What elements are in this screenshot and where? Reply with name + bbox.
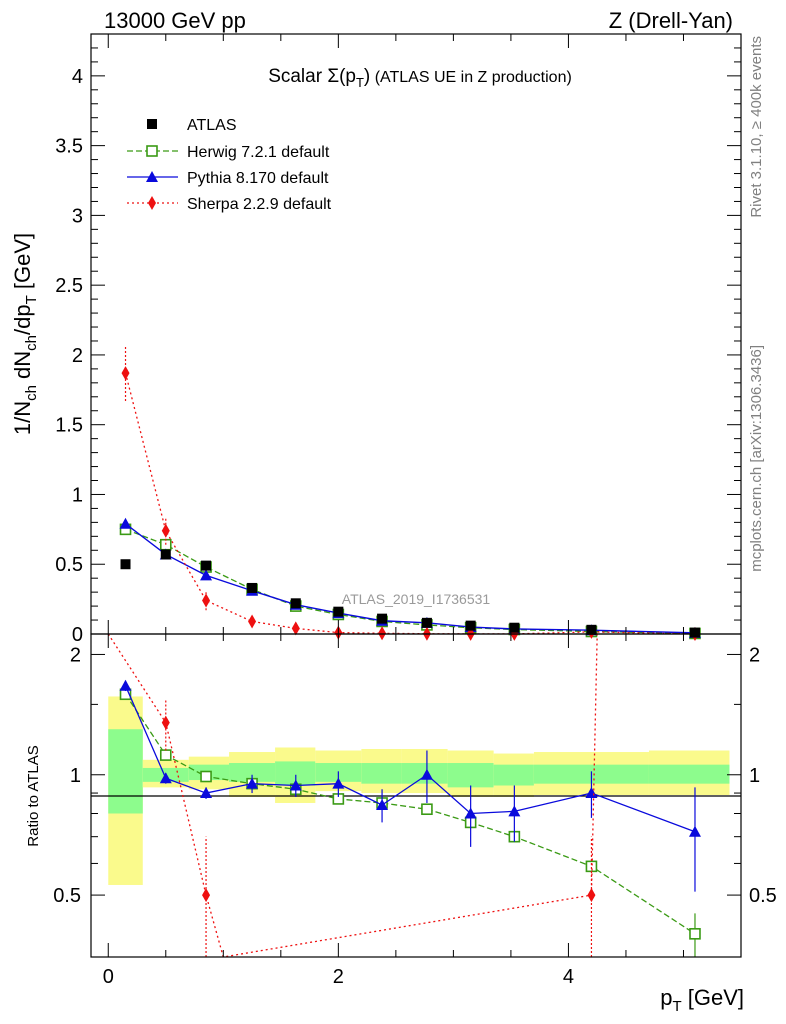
legend-sherpa-marker [148,196,156,210]
atlas-point [377,613,388,624]
main-y-tick-label: 3 [72,205,83,227]
sherpa-point [378,626,387,641]
atlas-point [120,559,131,570]
main-y-tick-label: 0 [72,624,83,646]
rivet-version-label: Rivet 3.1.10, ≥ 400k events [748,36,765,218]
ratio-sherpa-point [202,888,211,903]
process-label: Z (Drell-Yan) [609,8,733,33]
ratio-y-tick-label-right: 0.5 [749,885,777,907]
main-y-tick-label: 3.5 [55,136,83,158]
legend-sherpa-label: Sherpa 2.2.9 default [187,196,332,213]
ratio-y-tick-label: 1 [70,765,81,787]
atlas-point [333,606,344,617]
sherpa-point [248,614,257,629]
ratio-pythia-point [246,777,259,789]
legend: ATLAS Herwig 7.2.1 default Pythia 8.170 de… [127,117,332,213]
x-tick-label: 4 [563,966,574,988]
ratio-pythia-line [124,685,696,833]
collision-label: 13000 GeV pp [104,8,246,33]
sherpa-point [121,366,130,381]
plot-title: Scalar Σ(pT) (ATLAS UE in Z production) [268,66,572,90]
ratio-pythia-point [464,807,477,819]
herwig-line [125,528,695,635]
uncertainty-band-inner [493,764,534,786]
ratio-pythia-point [688,825,701,837]
atlas-point [160,549,171,560]
legend-herwig-label: Herwig 7.2.1 default [187,144,330,161]
ratio-pythia-point [420,768,433,780]
pythia-point [119,517,132,529]
atlas-point [465,620,476,631]
uncertainty-band-inner [229,763,276,782]
uncertainty-band-inner [447,763,494,788]
ratio-herwig-point [689,928,701,940]
ratio-pythia-point [585,787,598,799]
legend-pythia-label: Pythia 8.170 default [187,170,329,187]
main-y-tick-label: 1.5 [55,415,83,437]
legend-atlas-label: ATLAS [187,117,237,134]
analysis-watermark: ATLAS_2019_I1736531 [342,591,491,607]
main-y-tick-label: 2 [72,345,83,367]
atlas-point [290,598,301,609]
ratio-pythia-point [289,779,302,791]
uncertainty-band-inner [361,763,402,784]
ratio-pythia-point [376,799,389,811]
ratio-y-tick-label: 2 [70,644,81,666]
main-panel: 0 0.5 1 1.5 2 2.5 3 3.5 4 Scalar Σ(pT) (ATLAS UE… [10,33,742,646]
uncertainty-band-inner [648,764,730,784]
pythia-line [125,523,696,634]
sherpa-point [161,523,170,538]
ratio-y-tick-label-right: 1 [749,765,760,787]
main-y-tick-label: 0.5 [55,554,83,576]
sherpa-point [291,621,300,636]
ratio-sherpa-point [161,715,170,730]
mcplots-label: mcplots.cern.ch [arXiv:1306.3436] [748,345,765,572]
ratio-pythia-point [119,679,132,691]
x-tick-label: 0 [103,966,114,988]
main-y-tick-label: 1 [72,484,83,506]
ratio-pythia-point [159,772,172,784]
sherpa-point [202,593,211,608]
atlas-point [201,560,212,571]
x-tick-label: 2 [333,966,344,988]
ratio-pythia-point [508,805,521,817]
main-y-tick-label: 2.5 [55,275,83,297]
ratio-pythia-point [200,787,213,799]
ratio-herwig-point [421,803,433,816]
legend-herwig-marker [146,145,158,157]
ratio-panel-frame [90,633,742,958]
legend-pythia-marker [146,171,158,182]
atlas-point [247,582,258,593]
atlas-point [421,617,432,628]
ratio-herwig-point [200,770,212,783]
pythia-point [200,569,213,581]
uncertainty-band-inner [108,729,143,814]
atlas-point [689,627,700,638]
ratio-herwig-line [124,693,696,935]
atlas-point [586,624,597,635]
atlas-point [509,622,520,633]
ratio-herwig-point [159,749,172,761]
ratio-y-tick-label-right: 2 [749,644,760,666]
main-y-tick-label: 4 [72,66,83,88]
ratio-y-tick-label: 0.5 [53,885,81,907]
legend-atlas-marker [147,119,157,129]
ratio-sherpa-point [587,888,596,903]
ratio-y-axis-label: Ratio to ATLAS [25,745,42,846]
ratio-pythia-point [332,777,345,789]
